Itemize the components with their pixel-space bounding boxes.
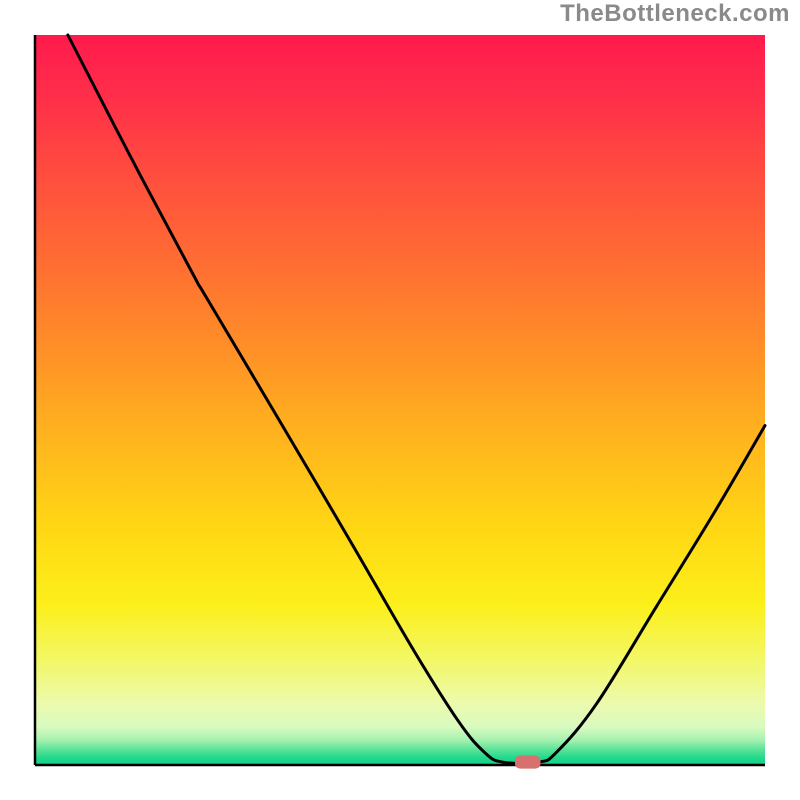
bottleneck-curve-chart (0, 0, 800, 800)
optimal-point-marker (515, 756, 541, 769)
watermark-text: TheBottleneck.com (560, 0, 790, 28)
gradient-background (35, 35, 765, 765)
